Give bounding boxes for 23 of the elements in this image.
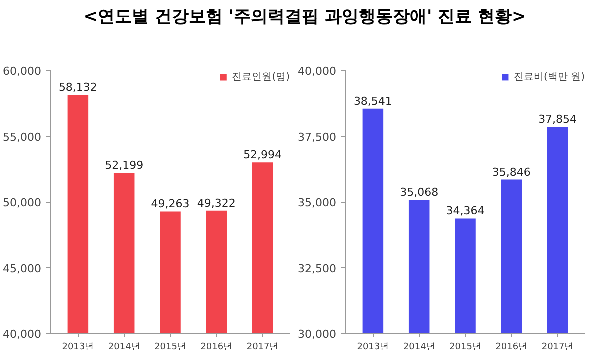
y-tick-label: 60,000: [3, 65, 42, 78]
y-tick-label: 37,500: [298, 130, 337, 144]
chart-title: <연도별 건강보험 '주의력결핍 과잉행동장애' 진료 현황>: [84, 6, 526, 29]
data-label: 34,364: [446, 204, 485, 218]
y-tick-label: 32,500: [298, 262, 337, 276]
y-tick-label: 45,000: [3, 262, 42, 276]
y-tick-label: 35,000: [298, 196, 337, 210]
data-label: 38,541: [354, 94, 392, 108]
data-label: 58,132: [58, 81, 98, 94]
data-label: 52,199: [105, 159, 144, 172]
y-tick-label: 55,000: [3, 130, 42, 144]
y-tick-label: 30,000: [298, 328, 337, 341]
legend-label: 진료인원(명): [232, 71, 290, 84]
data-label: 49,263: [151, 198, 190, 211]
y-tick-label: 50,000: [3, 196, 42, 210]
y-tick-label: 40,000: [298, 65, 337, 78]
data-label: 52,994: [244, 148, 282, 162]
data-label: 35,846: [492, 166, 531, 179]
data-label: 37,854: [538, 112, 578, 126]
legend-label: 진료비(백만 원): [514, 71, 585, 84]
data-label: 35,068: [400, 186, 439, 200]
y-tick-label: 40,000: [3, 328, 42, 341]
data-label: 49,322: [197, 196, 236, 210]
